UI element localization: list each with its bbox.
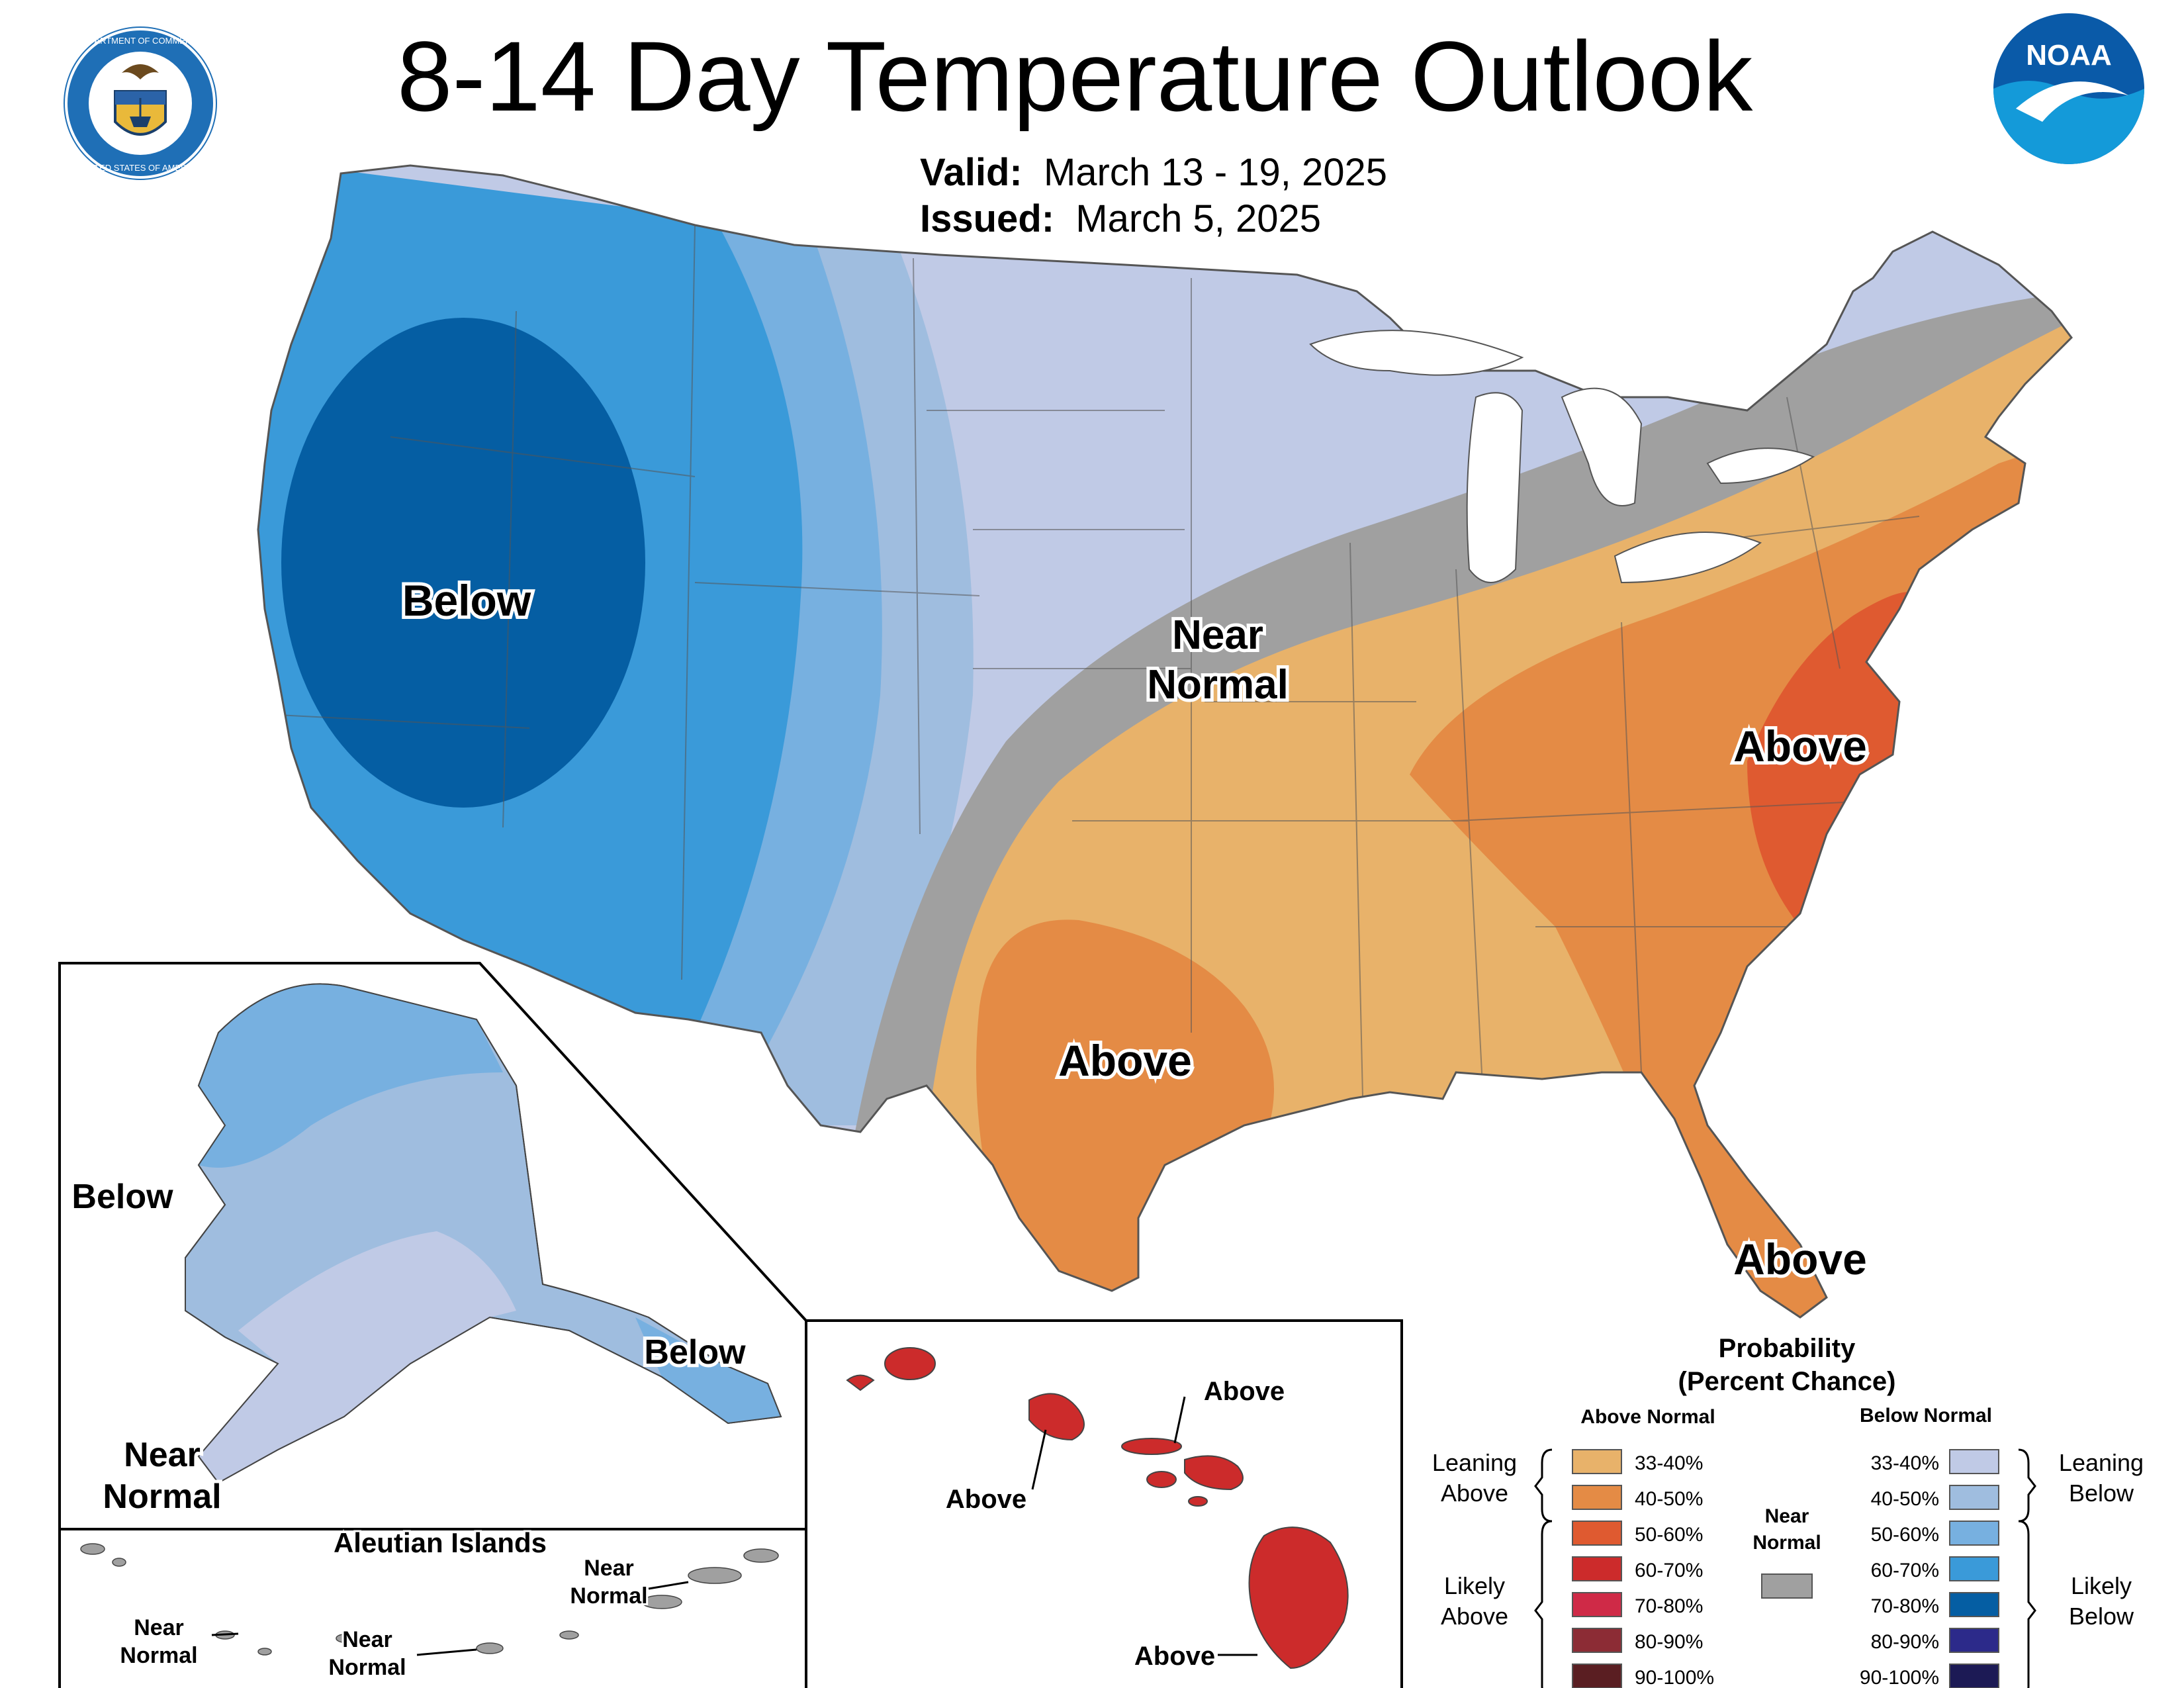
aleutian-near-3a: Near xyxy=(584,1556,634,1581)
legend-above-range-4: 70-80% xyxy=(1635,1595,1703,1617)
legend-above-header: Above Normal xyxy=(1580,1406,1715,1428)
legend-title-2: (Percent Chance) xyxy=(1678,1367,1896,1396)
great-lakes xyxy=(1309,330,1815,584)
noaa-logo-icon: NOAA xyxy=(1993,13,2144,164)
alaska-below-west xyxy=(199,984,503,1168)
legend-near-normal-2: Normal xyxy=(1752,1532,1821,1554)
legend-below-header: Below Normal xyxy=(1860,1405,1992,1427)
label-above-southeast: Above xyxy=(1733,722,1867,771)
legend-above-range-3: 60-70% xyxy=(1635,1560,1703,1581)
legend-likely-below-2: Below xyxy=(2069,1603,2134,1630)
label-alaska-near-1: Near xyxy=(124,1436,201,1474)
legend-above-swatch-1 xyxy=(1572,1485,1622,1510)
legend-leaning-below-1: Leaning xyxy=(2059,1449,2144,1476)
legend-below-range-2: 50-60% xyxy=(1871,1524,1939,1546)
page-title: 8-14 Day Temperature Outlook xyxy=(397,21,1753,132)
legend-below-range-6: 90-100% xyxy=(1860,1667,1939,1688)
legend-leaning-below-2: Below xyxy=(2069,1479,2134,1507)
aleutian-near-3b: Normal xyxy=(570,1583,647,1609)
valid-value: March 13 - 19, 2025 xyxy=(1043,151,1388,194)
alaska-outline xyxy=(185,983,782,1484)
aleutian-islands-shapes xyxy=(80,1543,779,1656)
label-hawaii-above-3: Above xyxy=(1134,1642,1215,1671)
label-hawaii-above-2: Above xyxy=(946,1485,1026,1514)
label-near-normal-2: Normal xyxy=(1147,662,1289,708)
label-below-west: Below xyxy=(402,576,531,625)
legend-above-range-1: 40-50% xyxy=(1635,1488,1703,1510)
legend-below-scale: 33-40% 40-50% 50-60% 60-70% 70-80% 80-90% 90-1… xyxy=(1860,1449,1999,1688)
legend-above-swatch-2 xyxy=(1572,1521,1622,1546)
legend-leaning-above-2: Above xyxy=(1441,1479,1508,1507)
label-above-texas: Above xyxy=(1058,1036,1192,1085)
legend-likely-above-2: Above xyxy=(1441,1603,1508,1630)
legend-leaning-above-1: Leaning xyxy=(1432,1449,1517,1476)
legend-likely-above-1: Likely xyxy=(1444,1572,1505,1599)
legend-below-range-3: 60-70% xyxy=(1871,1560,1939,1581)
legend: Probability (Percent Chance) Above Norma… xyxy=(1432,1334,2144,1688)
legend-below-range-1: 40-50% xyxy=(1871,1488,1939,1510)
legend-above-swatch-3 xyxy=(1572,1556,1622,1581)
alaska-inset xyxy=(58,962,807,1530)
legend-above-range-5: 80-90% xyxy=(1635,1631,1703,1653)
label-near-normal-1: Near xyxy=(1172,612,1263,658)
commerce-seal-text-bottom: UNITED STATES OF AMERICA xyxy=(79,163,202,173)
commerce-seal-text-top: DEPARTMENT OF COMMERCE xyxy=(77,36,204,46)
legend-below-range-4: 70-80% xyxy=(1871,1595,1939,1617)
legend-title-1: Probability xyxy=(1719,1334,1856,1363)
aleutian-inset xyxy=(58,1528,807,1688)
noaa-logo-text: NOAA xyxy=(2026,39,2112,71)
issued-line: Issued: March 5, 2025 xyxy=(920,200,1321,238)
legend-near-normal-1: Near xyxy=(1765,1505,1809,1527)
alaska-near-33-40 xyxy=(199,1231,516,1483)
legend-below-swatch-4 xyxy=(1949,1592,1999,1617)
zone-below-70-80 xyxy=(281,318,645,808)
map-labels: Below Near Normal Above Above Above Belo… xyxy=(68,573,1870,1682)
label-alaska-below-southeast: Below xyxy=(644,1333,746,1372)
label-alaska-near-2: Normal xyxy=(103,1477,221,1516)
legend-below-swatch-2 xyxy=(1949,1521,1999,1546)
state-borders xyxy=(277,224,1920,1126)
legend-below-swatch-0 xyxy=(1949,1449,1999,1474)
legend-below-swatch-6 xyxy=(1949,1664,1999,1688)
hawaii-islands xyxy=(846,1347,1349,1669)
legend-below-range-0: 33-40% xyxy=(1871,1452,1939,1474)
aleutian-near-1b: Normal xyxy=(120,1643,197,1668)
label-alaska-below-west: Below xyxy=(71,1178,173,1216)
legend-below-swatch-5 xyxy=(1949,1628,1999,1653)
aleutian-near-2b: Normal xyxy=(328,1655,406,1680)
legend-below-swatch-1 xyxy=(1949,1485,1999,1510)
legend-below-range-5: 80-90% xyxy=(1871,1631,1939,1653)
legend-above-range-6: 90-100% xyxy=(1635,1667,1714,1688)
aleutian-title: Aleutian Islands xyxy=(334,1527,547,1558)
legend-above-swatch-6 xyxy=(1572,1664,1622,1688)
legend-near-normal-swatch xyxy=(1761,1573,1813,1599)
legend-above-range-2: 50-60% xyxy=(1635,1524,1703,1546)
legend-likely-below-1: Likely xyxy=(2071,1572,2132,1599)
label-hawaii-above-1: Above xyxy=(1204,1377,1285,1406)
legend-below-swatch-3 xyxy=(1949,1556,1999,1581)
label-above-florida: Above xyxy=(1733,1235,1867,1284)
alaska-below-southeast xyxy=(635,1317,781,1423)
commerce-seal-icon: DEPARTMENT OF COMMERCE UNITED STATES OF … xyxy=(64,26,217,180)
legend-above-swatch-4 xyxy=(1572,1592,1622,1617)
aleutian-leader-lines xyxy=(211,1581,689,1656)
aleutian-near-1a: Near xyxy=(134,1615,184,1640)
issued-value: March 5, 2025 xyxy=(1075,197,1322,240)
legend-above-range-0: 33-40% xyxy=(1635,1452,1703,1474)
legend-braces xyxy=(1534,1448,2036,1688)
legend-above-swatch-0 xyxy=(1572,1449,1622,1474)
valid-label: Valid: xyxy=(920,151,1023,194)
valid-line: Valid: March 13 - 19, 2025 xyxy=(920,154,1387,192)
aleutian-near-2a: Near xyxy=(342,1627,392,1652)
legend-above-scale: 33-40% 40-50% 50-60% 60-70% 70-80% 80-90% 90-1… xyxy=(1572,1449,1714,1688)
issued-label: Issued: xyxy=(920,197,1055,240)
hawaii-inset xyxy=(805,1319,1403,1688)
legend-above-swatch-5 xyxy=(1572,1628,1622,1653)
hawaii-leader-lines xyxy=(1031,1396,1257,1656)
